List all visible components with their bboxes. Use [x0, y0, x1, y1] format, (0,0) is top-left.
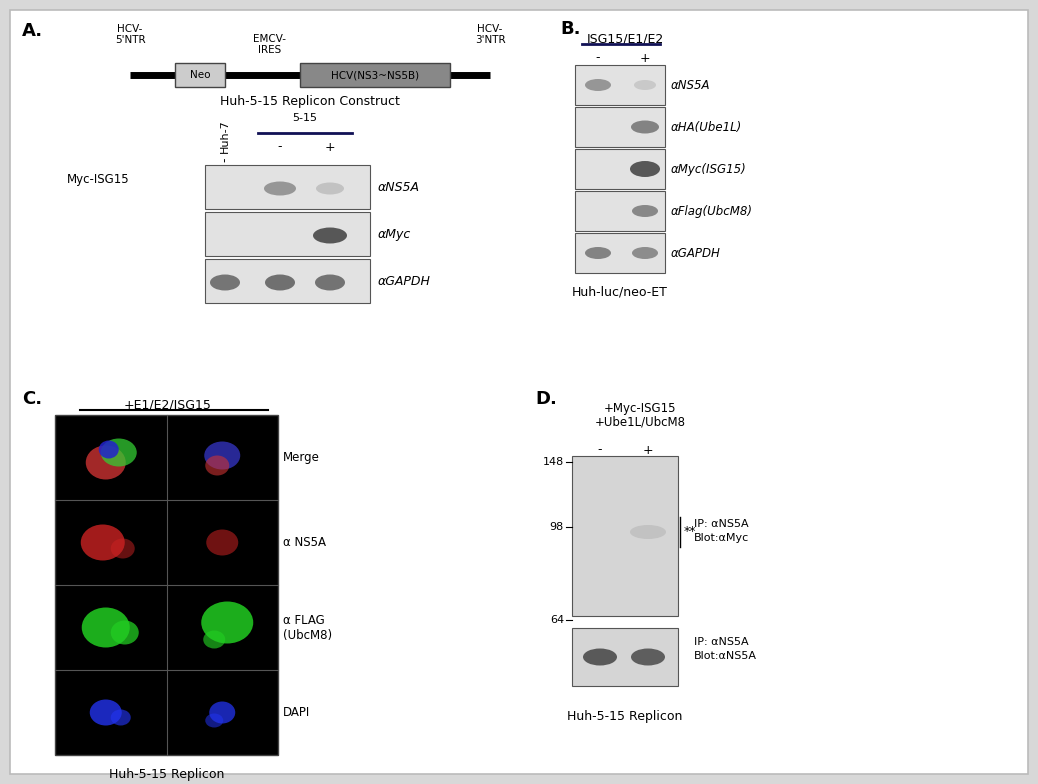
Text: +: + [639, 52, 651, 64]
Text: +Myc-ISG15: +Myc-ISG15 [604, 402, 676, 415]
Text: -: - [598, 444, 602, 456]
Bar [575, 149, 665, 189]
Ellipse shape [101, 438, 137, 466]
Ellipse shape [204, 441, 240, 470]
Ellipse shape [206, 713, 223, 728]
Text: α NS5A: α NS5A [283, 536, 326, 549]
Text: +Ube1L/UbcM8: +Ube1L/UbcM8 [595, 415, 685, 428]
Ellipse shape [631, 121, 659, 133]
Text: αMyc(ISG15): αMyc(ISG15) [671, 162, 746, 176]
Text: Huh-5-15 Replicon Construct: Huh-5-15 Replicon Construct [220, 95, 400, 108]
Bar [572, 628, 678, 686]
Text: 148: 148 [543, 457, 564, 467]
Bar [575, 107, 665, 147]
Ellipse shape [111, 620, 139, 644]
Text: Myc-ISG15: Myc-ISG15 [67, 172, 130, 186]
Text: αFlag(UbcM8): αFlag(UbcM8) [671, 205, 753, 217]
Text: 5-15: 5-15 [293, 113, 318, 123]
Ellipse shape [210, 702, 236, 724]
Ellipse shape [583, 648, 617, 666]
Text: ISG15/E1/E2: ISG15/E1/E2 [586, 32, 663, 45]
Ellipse shape [631, 648, 665, 666]
Text: +: + [325, 140, 335, 154]
Bar [300, 63, 450, 87]
Ellipse shape [265, 274, 295, 291]
Ellipse shape [111, 710, 131, 725]
Text: A.: A. [22, 22, 44, 40]
Ellipse shape [316, 183, 344, 194]
Text: Huh-7: Huh-7 [220, 119, 230, 153]
Text: B.: B. [559, 20, 580, 38]
Text: EMCV-
IRES: EMCV- IRES [253, 34, 286, 55]
Text: Huh-luc/neo-ET: Huh-luc/neo-ET [572, 285, 667, 298]
Bar [572, 456, 678, 616]
Ellipse shape [632, 205, 658, 217]
Bar [204, 259, 370, 303]
Text: Neo: Neo [190, 70, 211, 80]
Text: -: - [278, 140, 282, 154]
Bar [204, 212, 370, 256]
Ellipse shape [203, 630, 225, 648]
Text: DAPI: DAPI [283, 706, 310, 719]
Ellipse shape [315, 274, 345, 291]
Ellipse shape [585, 247, 611, 259]
Ellipse shape [585, 79, 611, 91]
Text: 64: 64 [550, 615, 564, 625]
Ellipse shape [207, 529, 239, 556]
Text: D.: D. [535, 390, 556, 408]
Ellipse shape [99, 441, 118, 459]
Ellipse shape [201, 601, 253, 644]
Text: HCV(NS3~NS5B): HCV(NS3~NS5B) [331, 70, 419, 80]
Bar [575, 65, 665, 105]
Text: -: - [596, 52, 600, 64]
Ellipse shape [89, 699, 121, 725]
Text: IP: αNS5A: IP: αNS5A [694, 637, 748, 647]
Bar [575, 233, 665, 273]
Text: Blot:αMyc: Blot:αMyc [694, 533, 749, 543]
Ellipse shape [632, 247, 658, 259]
Bar [575, 191, 665, 231]
Text: Huh-5-15 Replicon: Huh-5-15 Replicon [109, 768, 224, 781]
Ellipse shape [86, 445, 126, 480]
Ellipse shape [630, 161, 660, 177]
Text: αGAPDH: αGAPDH [378, 274, 431, 288]
Bar [204, 165, 370, 209]
Text: Huh-5-15 Replicon: Huh-5-15 Replicon [568, 710, 683, 723]
Text: C.: C. [22, 390, 43, 408]
Text: Blot:αNS5A: Blot:αNS5A [694, 651, 757, 661]
Ellipse shape [313, 227, 347, 244]
Text: +E1/E2/ISG15: +E1/E2/ISG15 [125, 398, 212, 411]
Text: α FLAG
(UbcM8): α FLAG (UbcM8) [283, 614, 332, 641]
Text: HCV-
3'NTR: HCV- 3'NTR [474, 24, 506, 45]
Text: αNS5A: αNS5A [378, 180, 420, 194]
Bar [175, 63, 225, 87]
Text: IP: αNS5A: IP: αNS5A [694, 519, 748, 529]
Ellipse shape [206, 456, 229, 476]
Ellipse shape [82, 608, 130, 648]
Text: αNS5A: αNS5A [671, 78, 710, 92]
Ellipse shape [264, 182, 296, 195]
Ellipse shape [210, 274, 240, 291]
Ellipse shape [111, 539, 135, 558]
Ellipse shape [81, 524, 125, 561]
Text: Merge: Merge [283, 451, 320, 464]
Ellipse shape [634, 80, 656, 90]
Text: αGAPDH: αGAPDH [671, 246, 720, 260]
Bar [55, 415, 278, 755]
Text: αMyc: αMyc [378, 227, 411, 241]
Text: -: - [219, 158, 231, 162]
Text: αHA(Ube1L): αHA(Ube1L) [671, 121, 742, 133]
Ellipse shape [630, 525, 666, 539]
Text: **: ** [684, 525, 696, 539]
Text: +: + [643, 444, 653, 456]
Text: HCV-
5'NTR: HCV- 5'NTR [114, 24, 145, 45]
Text: 98: 98 [550, 522, 564, 532]
